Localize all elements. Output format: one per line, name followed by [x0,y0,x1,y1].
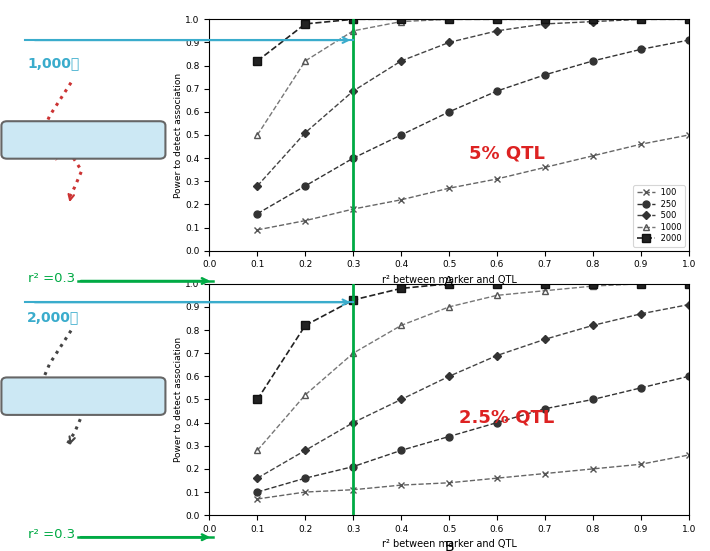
Text: 5% QTL: 5% QTL [469,144,545,163]
Y-axis label: Power to detect association: Power to detect association [173,72,182,198]
Text: B: B [444,540,454,551]
Text: r² =0.3: r² =0.3 [28,272,75,285]
Legend:  100,  250,  500,  1000,  2000: 100, 250, 500, 1000, 2000 [633,185,684,246]
FancyBboxPatch shape [1,377,165,415]
Text: 2.5% QTL: 2.5% QTL [459,409,555,427]
X-axis label: r² between marker and QTL: r² between marker and QTL [382,275,516,285]
X-axis label: r² between marker and QTL: r² between marker and QTL [382,539,516,549]
Text: Power : 0.92: Power : 0.92 [42,390,125,403]
Text: r² =0.3: r² =0.3 [28,528,75,541]
Text: A: A [444,276,454,289]
Text: 1,000두: 1,000두 [27,56,80,71]
Text: Power : 0.91: Power : 0.91 [42,133,125,147]
FancyBboxPatch shape [1,121,165,159]
Text: 2,000두: 2,000두 [27,310,80,324]
Y-axis label: Power to detect association: Power to detect association [173,337,182,462]
